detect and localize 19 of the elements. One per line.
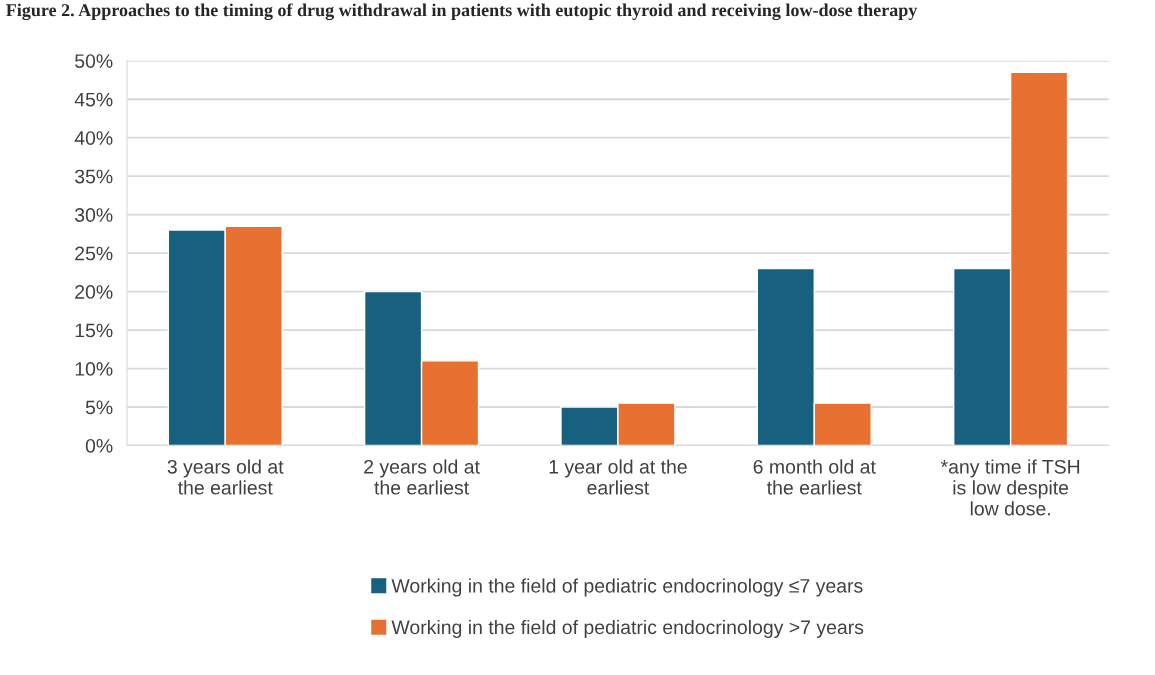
- chart-title: Figure 2. Approaches to the timing of drug withdrawal in patients with eutopic thyroid and receiving low-dose therapy: [6, 3, 918, 21]
- y-tick-label: 35%: [74, 169, 113, 184]
- legend-label: Working in the field of pediatric endocrinology >7 years: [391, 619, 864, 639]
- y-tick-label: 40%: [74, 131, 113, 145]
- legend-label: Working in the field of pediatric endocrinology ≤7 years: [391, 578, 863, 597]
- y-tick-label: 5%: [85, 400, 113, 415]
- y-tick-label: 10%: [75, 362, 113, 376]
- y-tick-label: 0%: [85, 438, 113, 453]
- x-tick-label: 1 year old at the earliest: [549, 459, 687, 495]
- y-tick-label: 25%: [75, 246, 113, 261]
- y-tick-label: 20%: [75, 285, 113, 299]
- x-tick-label: 3 years old at the earliest: [167, 459, 284, 495]
- x-tick-label: 6 month old at the earliest: [753, 459, 876, 495]
- y-tick-label: 15%: [75, 323, 113, 338]
- x-tick-label: 2 years old at the earliest: [364, 459, 480, 495]
- y-tick-label: 50%: [75, 54, 113, 68]
- y-tick-label: 45%: [74, 92, 113, 107]
- y-tick-label: 30%: [74, 208, 113, 222]
- x-tick-label: *any time if TSH is low despite low dose.: [940, 459, 1080, 516]
